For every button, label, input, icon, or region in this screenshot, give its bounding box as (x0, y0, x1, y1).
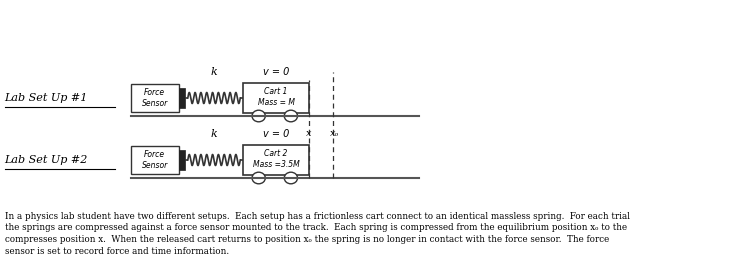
Text: sensor is set to record force and time information.: sensor is set to record force and time i… (4, 247, 229, 255)
Ellipse shape (252, 172, 265, 184)
Text: the springs are compressed against a force sensor mounted to the track.  Each sp: the springs are compressed against a for… (4, 224, 627, 232)
Text: In a physics lab student have two different setups.  Each setup has a frictionle: In a physics lab student have two differ… (4, 212, 629, 221)
Text: k: k (210, 67, 217, 77)
Text: Cart 1
Mass = M: Cart 1 Mass = M (258, 87, 294, 107)
Ellipse shape (284, 110, 297, 122)
Text: Lab Set Up #2: Lab Set Up #2 (4, 155, 88, 165)
FancyBboxPatch shape (131, 146, 179, 174)
FancyBboxPatch shape (243, 145, 309, 175)
Ellipse shape (284, 172, 297, 184)
FancyBboxPatch shape (179, 88, 185, 108)
Text: v = 0: v = 0 (263, 129, 289, 139)
Text: Cart 2
Mass =3.5M: Cart 2 Mass =3.5M (252, 149, 300, 169)
Text: x: x (305, 129, 311, 137)
FancyBboxPatch shape (179, 150, 185, 170)
Text: Force
Sensor: Force Sensor (141, 88, 168, 108)
Text: xₒ: xₒ (330, 129, 339, 137)
Text: v = 0: v = 0 (263, 67, 289, 77)
Text: Lab Set Up #1: Lab Set Up #1 (4, 93, 88, 103)
Text: k: k (210, 129, 217, 139)
FancyBboxPatch shape (131, 84, 179, 112)
FancyBboxPatch shape (243, 83, 309, 113)
Text: compresses position x.  When the released cart returns to position xₒ the spring: compresses position x. When the released… (4, 235, 609, 244)
Text: Force
Sensor: Force Sensor (141, 150, 168, 170)
Ellipse shape (252, 110, 265, 122)
